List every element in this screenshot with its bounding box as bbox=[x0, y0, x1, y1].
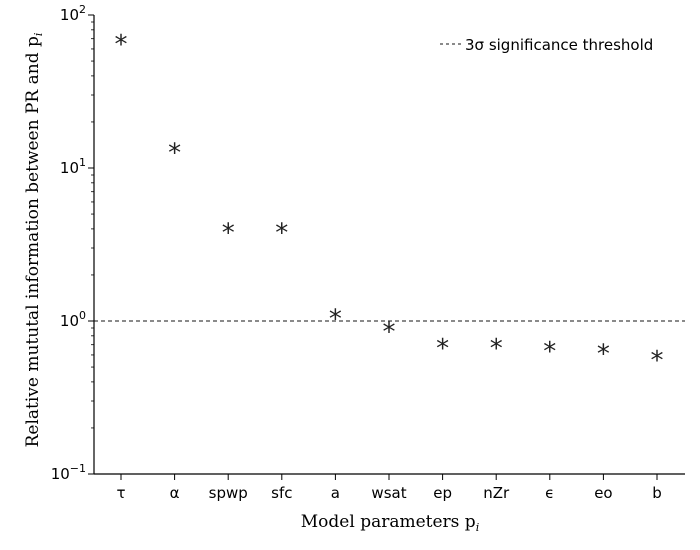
y-tick-label: 101 bbox=[60, 156, 86, 177]
data-point: * bbox=[222, 219, 235, 249]
data-point: * bbox=[168, 139, 181, 169]
x-axis-title-main: Model parameters p bbox=[301, 512, 476, 532]
x-axis-title-subscript: i bbox=[476, 521, 480, 534]
x-tick-label: wsat bbox=[371, 484, 406, 502]
y-axis-title-main: Relative mututal information between PR … bbox=[23, 36, 43, 447]
x-tick-label: τ bbox=[116, 484, 125, 502]
x-tick-label: spwp bbox=[209, 484, 248, 502]
y-tick-label: 10−1 bbox=[51, 462, 86, 483]
data-point: * bbox=[436, 334, 449, 364]
y-ticks: 10−1 100 101 102 bbox=[51, 3, 94, 483]
y-axis-title: Relative mututal information between PR … bbox=[23, 33, 45, 448]
x-tick-label: ep bbox=[433, 484, 452, 502]
y-axis-title-subscript: i bbox=[32, 33, 45, 37]
x-axis-title: Model parameters pi bbox=[301, 512, 479, 534]
data-point: * bbox=[115, 30, 128, 60]
x-tick-label: a bbox=[331, 484, 340, 502]
y-tick-label: 102 bbox=[60, 3, 86, 24]
data-points: * * * * * * * * * * * bbox=[115, 30, 664, 376]
x-tick-label: sfc bbox=[271, 484, 292, 502]
x-tick-label: nZr bbox=[483, 484, 510, 502]
data-point: * bbox=[597, 340, 610, 370]
x-tick-label: eo bbox=[594, 484, 612, 502]
legend: 3σ significance threshold bbox=[440, 36, 653, 54]
data-point: * bbox=[651, 346, 664, 376]
data-point: * bbox=[275, 219, 288, 249]
data-point: * bbox=[329, 305, 342, 335]
x-tick-label: α bbox=[170, 484, 180, 502]
x-tick-label: ϵ bbox=[545, 484, 554, 502]
data-point: * bbox=[383, 317, 396, 347]
y-tick-label: 100 bbox=[60, 309, 86, 330]
data-point: * bbox=[543, 337, 556, 367]
x-tick-label: b bbox=[652, 484, 662, 502]
x-ticks: τ α spwp sfc a wsat ep nZr ϵ eo b bbox=[116, 474, 662, 502]
data-point: * bbox=[490, 334, 503, 364]
legend-threshold-label: 3σ significance threshold bbox=[465, 36, 653, 54]
